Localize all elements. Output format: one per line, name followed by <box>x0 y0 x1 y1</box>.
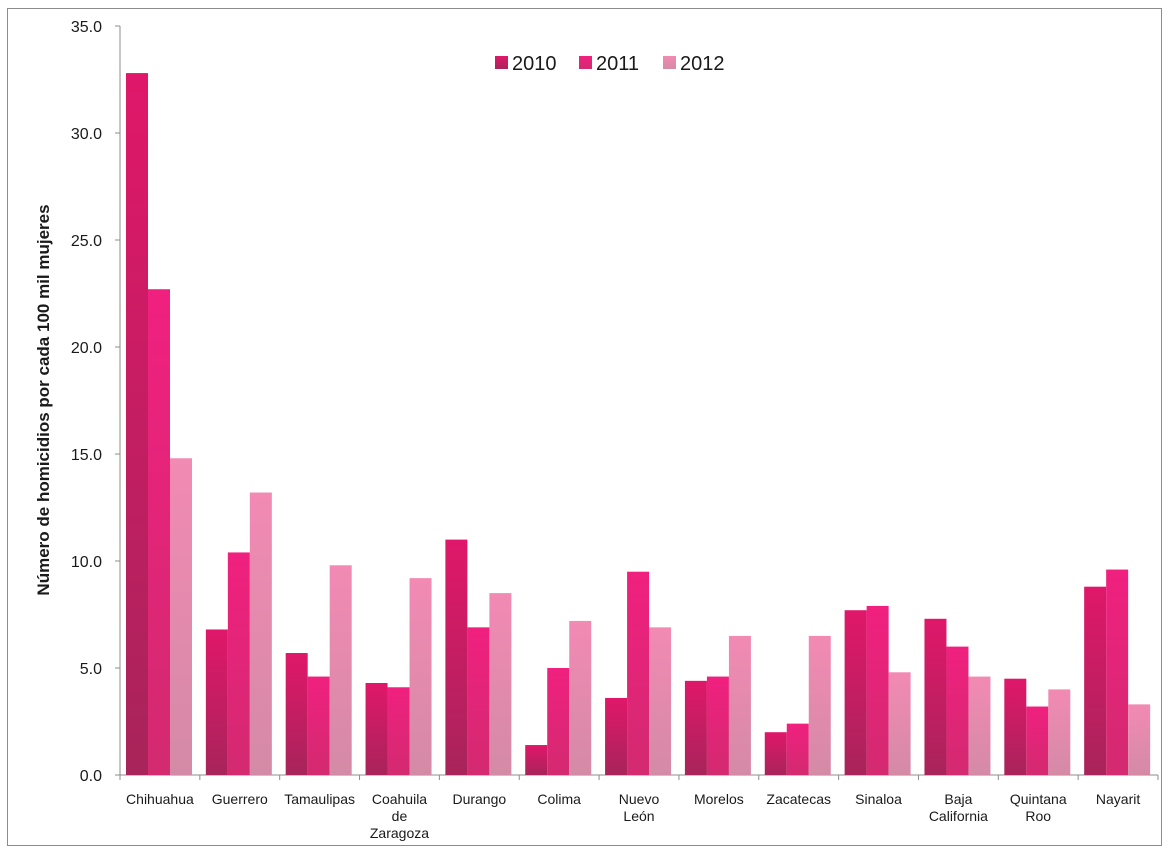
y-axis-title-group: Número de homicidios por cada 100 mil mu… <box>34 204 53 595</box>
x-tick-label: Roo <box>1025 808 1051 824</box>
legend-label-2010: 2010 <box>512 53 557 75</box>
x-tick-label: Zaragoza <box>370 825 429 841</box>
y-tick-label: 20.0 <box>71 340 102 357</box>
bar-2011 <box>148 289 170 775</box>
chart-border <box>7 8 1162 846</box>
legend-swatch-2010 <box>495 56 508 69</box>
bar-2012 <box>489 593 512 775</box>
x-tick-label: Zacatecas <box>766 791 831 807</box>
x-tick-label: Chihuahua <box>126 791 194 807</box>
bar-2012 <box>249 492 272 775</box>
y-tick-label: 5.0 <box>80 661 102 678</box>
bar-2010 <box>684 680 707 775</box>
bar-2011 <box>946 646 969 775</box>
bar-2011 <box>227 552 250 775</box>
x-tick-label: Guerrero <box>212 791 268 807</box>
x-tick-label: California <box>929 808 988 824</box>
y-axis-title: Número de homicidios por cada 100 mil mu… <box>34 204 53 595</box>
x-tick-label: Colima <box>537 791 581 807</box>
bar-2011 <box>467 627 490 775</box>
bar-2012 <box>569 620 592 775</box>
bar-2012 <box>649 627 672 775</box>
bar-2011 <box>547 668 570 775</box>
bar-2012 <box>888 672 911 775</box>
x-tick-label: Baja <box>944 791 972 807</box>
bar-2012 <box>728 635 751 775</box>
bar-2012 <box>808 635 831 775</box>
bar-2010 <box>365 682 388 775</box>
bar-2012 <box>409 578 432 775</box>
y-tick-label: 0.0 <box>80 768 102 785</box>
x-tick-label: Durango <box>452 791 506 807</box>
bar-2011 <box>1106 569 1129 775</box>
legend-swatch-2011 <box>579 56 592 69</box>
bar-2010 <box>764 732 787 775</box>
x-tick-label: Coahuila <box>372 791 427 807</box>
bar-2010 <box>285 653 308 775</box>
y-tick-label: 15.0 <box>71 447 102 464</box>
bar-2012 <box>329 565 352 775</box>
bar-2011 <box>786 723 809 775</box>
bar-2011 <box>706 676 729 775</box>
legend-label-2012: 2012 <box>680 53 725 75</box>
bar-2011 <box>627 571 650 775</box>
bar-2012 <box>1048 689 1071 775</box>
x-tick-label: Nuevo <box>619 791 660 807</box>
y-tick-label: 25.0 <box>71 233 102 250</box>
bar-2010 <box>924 618 947 775</box>
bar-2010 <box>605 697 628 775</box>
y-tick-label: 30.0 <box>71 126 102 143</box>
legend-swatch-2012 <box>663 56 676 69</box>
legend-label-2011: 2011 <box>596 53 639 75</box>
bar-2010 <box>1004 678 1027 775</box>
bar-2011 <box>387 687 410 775</box>
bar-2012 <box>968 676 991 775</box>
legend: 2010 2011 2012 <box>495 53 725 75</box>
x-tick-label: Morelos <box>694 791 744 807</box>
bar-2010 <box>205 629 228 775</box>
bar-2010 <box>445 539 468 775</box>
x-tick-label: Tamaulipas <box>284 791 355 807</box>
x-tick-label: de <box>392 808 408 824</box>
y-tick-label: 35.0 <box>71 19 102 36</box>
bar-2012 <box>1128 704 1151 775</box>
bar-2011 <box>1026 706 1049 775</box>
bar-2012 <box>170 458 192 775</box>
x-tick-label: Sinaloa <box>855 791 902 807</box>
bar-2011 <box>866 605 889 775</box>
x-tick-label: Quintana <box>1010 791 1067 807</box>
bar-2010 <box>844 610 867 775</box>
bar-2011 <box>307 676 330 775</box>
bar-2010 <box>1084 586 1107 775</box>
y-tick-label: 10.0 <box>71 554 102 571</box>
bar-2010 <box>126 73 148 775</box>
bar-2010 <box>525 745 548 775</box>
x-tick-label: León <box>623 808 654 824</box>
x-tick-label: Nayarit <box>1096 791 1140 807</box>
